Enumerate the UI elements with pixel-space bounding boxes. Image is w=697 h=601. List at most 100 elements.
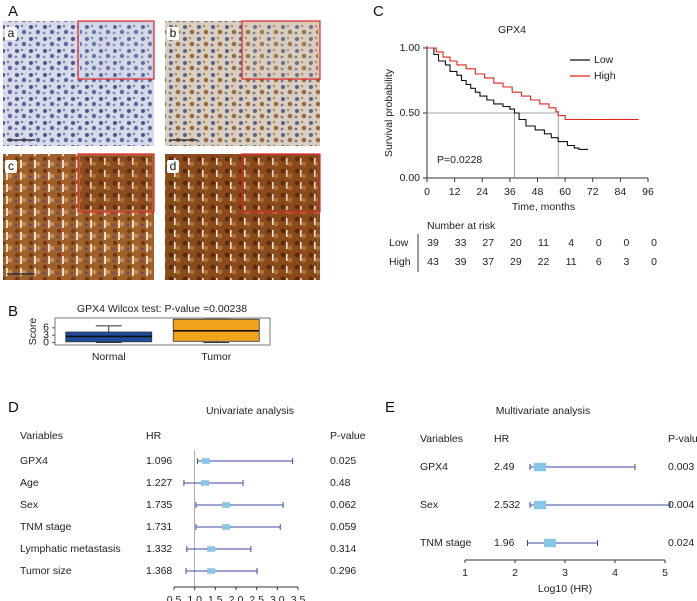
- estimate-marker: [201, 480, 209, 486]
- risk-count: 11: [538, 237, 549, 249]
- chart-title: Univariate analysis: [206, 405, 294, 417]
- p-value: 0.003: [668, 461, 694, 473]
- hr-value: 2.49: [494, 461, 515, 473]
- x-tick-label: 5: [662, 567, 668, 579]
- risk-count: 0: [651, 256, 657, 268]
- p-value: 0.004: [668, 499, 694, 511]
- row-label: Lymphatic metastasis: [20, 543, 121, 555]
- estimate-marker: [201, 458, 210, 464]
- x-tick-label: 48: [532, 186, 544, 198]
- hr-value: 1.332: [146, 543, 172, 555]
- y-tick-label: 1.00: [400, 42, 421, 54]
- estimate-marker: [534, 500, 546, 510]
- y-axis-label: Survival probability: [383, 68, 395, 157]
- column-header: HR: [494, 433, 510, 445]
- p-value: 0.48: [330, 477, 351, 489]
- chart-title: GPX4: [498, 24, 526, 36]
- estimate-marker: [207, 546, 216, 552]
- risk-count: 3: [623, 256, 629, 268]
- x-tick-label: 3: [562, 567, 568, 579]
- x-axis-label: Log10 (HR): [538, 583, 592, 595]
- estimate-marker: [222, 524, 231, 530]
- hr-value: 1.368: [146, 565, 172, 577]
- x-tick-label: 1.0: [187, 594, 202, 601]
- x-tick-label: Tumor: [201, 351, 231, 363]
- row-label: TNM stage: [420, 537, 472, 549]
- p-value: 0.296: [330, 565, 356, 577]
- risk-count: 37: [482, 256, 494, 268]
- chart-title: GPX4 Wilcox test: P-value =0.00238: [77, 303, 247, 315]
- y-tick-label: 6: [43, 322, 49, 334]
- panel-label: D: [8, 399, 19, 416]
- risk-count: 11: [566, 256, 577, 268]
- risk-count: 4: [568, 237, 574, 249]
- column-header: P-value: [668, 433, 697, 445]
- x-tick-label: 36: [504, 186, 516, 198]
- micrograph: a: [3, 20, 155, 146]
- x-tick-label: 72: [587, 186, 599, 198]
- image-label: d: [170, 159, 177, 173]
- y-tick-label: 3: [43, 329, 49, 341]
- x-tick-label: 1.5: [208, 594, 223, 601]
- survival-curve: [427, 47, 639, 121]
- x-tick-label: 96: [642, 186, 654, 198]
- micrograph: c: [3, 153, 155, 280]
- x-tick-label: 1: [462, 567, 468, 579]
- risk-count: 33: [455, 237, 467, 249]
- image-label: b: [170, 26, 177, 40]
- micrograph: d: [165, 153, 321, 280]
- legend-label: High: [594, 70, 616, 82]
- x-tick-label: 3.5: [291, 594, 306, 601]
- y-tick-label: 0: [43, 336, 49, 348]
- hr-value: 1.731: [146, 521, 172, 533]
- p-value: 0.025: [330, 455, 356, 467]
- row-label: GPX4: [420, 461, 448, 473]
- risk-count: 27: [482, 237, 494, 249]
- risk-row-label: High: [389, 256, 411, 268]
- risk-count: 39: [427, 237, 439, 249]
- x-tick-label: 2.0: [229, 594, 244, 601]
- risk-count: 22: [538, 256, 550, 268]
- estimate-marker: [534, 462, 546, 472]
- annotation: P=0.0228: [437, 154, 482, 166]
- column-header: Variables: [420, 433, 463, 445]
- x-tick-label: 0: [424, 186, 430, 198]
- x-tick-label: 3.0: [270, 594, 285, 601]
- image-label: c: [8, 159, 14, 173]
- hr-value: 1.96: [494, 537, 515, 549]
- estimate-marker: [222, 502, 231, 508]
- risk-table-title: Number at risk: [427, 220, 496, 232]
- x-tick-label: 24: [476, 186, 488, 198]
- x-tick-label: 2.5: [249, 594, 264, 601]
- x-tick-label: Normal: [92, 351, 126, 363]
- hr-value: 1.227: [146, 477, 172, 489]
- estimate-marker: [544, 538, 556, 548]
- risk-count: 0: [623, 237, 629, 249]
- risk-count: 43: [427, 256, 439, 268]
- p-value: 0.062: [330, 499, 356, 511]
- p-value: 0.059: [330, 521, 356, 533]
- row-label: GPX4: [20, 455, 48, 467]
- column-header: P-value: [330, 430, 366, 442]
- row-label: Sex: [420, 499, 439, 511]
- y-tick-label: 0.00: [400, 172, 421, 184]
- hr-value: 1.096: [146, 455, 172, 467]
- hr-value: 2.532: [494, 499, 520, 511]
- hr-value: 1.735: [146, 499, 172, 511]
- row-label: Tumor size: [20, 565, 72, 577]
- column-header: Variables: [20, 430, 63, 442]
- risk-count: 0: [651, 237, 657, 249]
- survival-curve: [427, 47, 589, 150]
- risk-count: 0: [596, 237, 602, 249]
- x-axis-label: Time, months: [512, 201, 575, 213]
- x-tick-label: 2: [512, 567, 518, 579]
- column-header: HR: [146, 430, 162, 442]
- micrograph: b: [165, 20, 321, 146]
- plot-frame: [54, 317, 271, 346]
- legend-label: Low: [594, 54, 614, 66]
- risk-count: 6: [596, 256, 602, 268]
- risk-count: 20: [510, 237, 522, 249]
- estimate-marker: [207, 568, 216, 574]
